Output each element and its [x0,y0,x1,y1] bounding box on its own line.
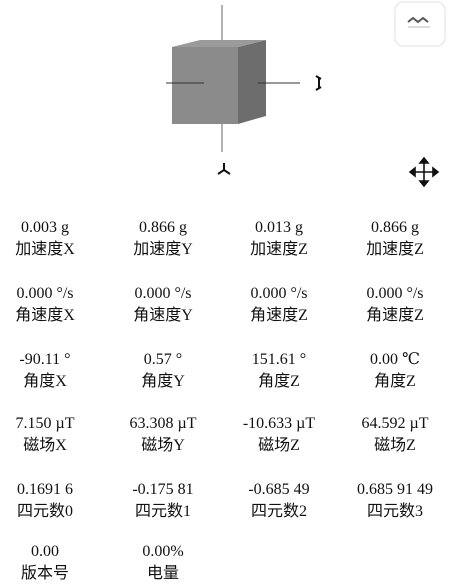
reading-label: 加速度Y [107,239,219,261]
screen: 0.003 g加速度X0.866 g加速度Y0.013 g加速度Z0.866 g… [0,0,449,584]
reading-value: 0.57 ° [107,349,219,371]
reading-value: -10.633 µT [223,413,335,435]
reading-value: 0.00% [107,541,219,563]
reading-value: -0.175 81 [107,479,219,501]
reading-value: 0.685 91 49 [339,479,449,501]
reading-value: 7.150 µT [0,413,101,435]
reading-label: 角度X [0,371,101,393]
reading-label: 角速度Z [223,305,335,327]
reading-label: 四元数2 [223,501,335,523]
reading-value: 0.00 [0,541,101,563]
reading-value: 151.61 ° [223,349,335,371]
reading-label: 角速度Y [107,305,219,327]
reading-label: 加速度Z [223,239,335,261]
reading-label: 四元数1 [107,501,219,523]
reading-label: 角度Y [107,371,219,393]
reading-cell: -90.11 °角度X [0,349,101,393]
reading-value: 0.00 ℃ [339,349,449,371]
reading-label: 加速度Z [339,239,449,261]
reading-label: 磁场Z [339,435,449,457]
reading-label: 角度Z [339,371,449,393]
reading-label: 角度Z [223,371,335,393]
reading-label: 角速度Z [339,305,449,327]
reading-value: 63.308 µT [107,413,219,435]
axis-marker [218,163,230,174]
reading-value: 0.000 °/s [339,283,449,305]
reading-label: 磁场Y [107,435,219,457]
reading-label: 磁场X [0,435,101,457]
reading-value: 64.592 µT [339,413,449,435]
reading-label: 四元数3 [339,501,449,523]
cube-side [238,40,266,124]
reading-value: 0.000 °/s [107,283,219,305]
reading-value: 0.866 g [339,217,449,239]
move-button[interactable] [410,158,438,186]
reading-value: -0.685 49 [223,479,335,501]
cube-view [0,0,449,190]
reading-value: 0.000 °/s [223,283,335,305]
cube-front [172,47,238,124]
reading-value: 0.013 g [223,217,335,239]
reading-value: -90.11 ° [0,349,101,371]
reading-label: 磁场Z [223,435,335,457]
reading-cell: 0.00%电量 [107,541,219,585]
logo-button[interactable] [395,2,445,46]
reading-label: 四元数0 [0,501,101,523]
reading-label: 电量 [107,563,219,585]
reading-cell: 151.61 °角度Z [223,349,335,393]
reading-value: 0.000 °/s [0,283,101,305]
reading-value: 0.003 g [0,217,101,239]
reading-label: 加速度X [0,239,101,261]
reading-value: 0.866 g [107,217,219,239]
reading-label: 版本号 [0,563,101,585]
axis-marker [316,76,321,90]
reading-cell: 0.57 °角度Y [107,349,219,393]
reading-value: 0.1691 6 [0,479,101,501]
reading-label: 角速度X [0,305,101,327]
